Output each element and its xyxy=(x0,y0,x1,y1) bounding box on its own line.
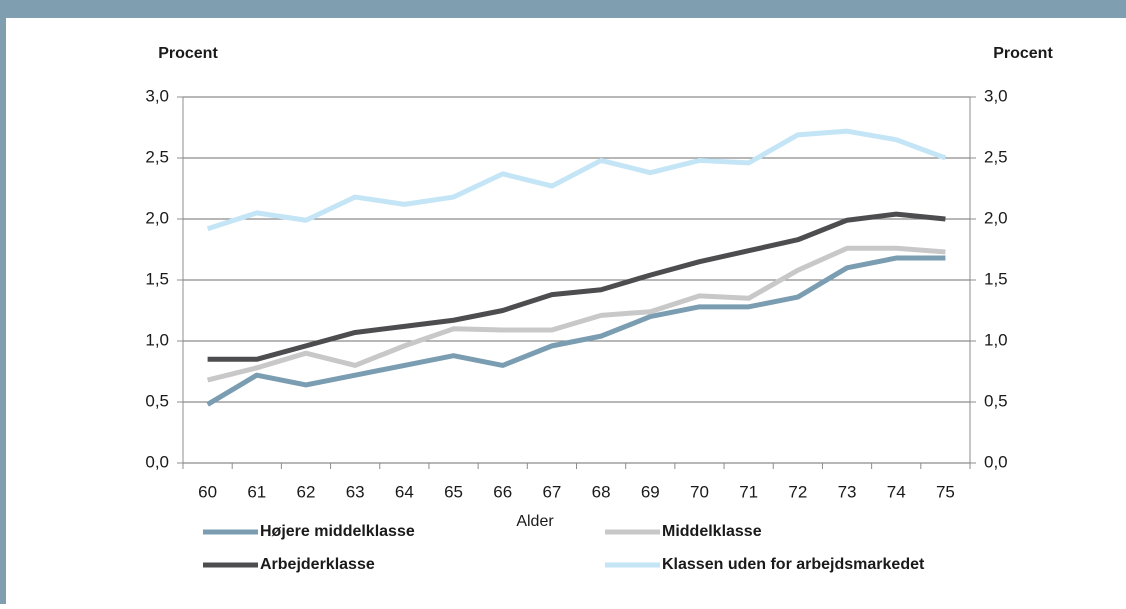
y2-tick-label: 1,5 xyxy=(984,269,1008,288)
x-tick-label: 60 xyxy=(198,482,217,501)
x-tick-label: 66 xyxy=(493,482,512,501)
y-tick-label: 2,0 xyxy=(145,208,169,227)
x-tick-label: 63 xyxy=(346,482,365,501)
y2-tick-label: 1,0 xyxy=(984,330,1008,349)
x-tick-label: 69 xyxy=(641,482,660,501)
series-line xyxy=(206,255,946,407)
header-bar xyxy=(0,0,1126,18)
y-tick-label: 3,0 xyxy=(145,86,169,105)
x-tick-label: 68 xyxy=(592,482,611,501)
y-tick-label: 0,5 xyxy=(145,391,169,410)
x-tick-label: 64 xyxy=(395,482,414,501)
series-line xyxy=(207,211,946,362)
y2-tick-label: 2,0 xyxy=(984,208,1008,227)
y2-tick-label: 2,5 xyxy=(984,147,1008,166)
x-tick-label: 74 xyxy=(887,482,906,501)
x-axis-label: Alder xyxy=(516,513,554,530)
legend-label: Arbejderklasse xyxy=(260,556,375,573)
y-tick-label: 2,5 xyxy=(145,147,169,166)
left-border xyxy=(0,0,6,604)
x-tick-label: 73 xyxy=(838,482,857,501)
y-tick-label: 1,0 xyxy=(145,330,169,349)
series-line xyxy=(206,245,946,383)
x-tick-label: 62 xyxy=(297,482,316,501)
x-tick-label: 75 xyxy=(936,482,955,501)
x-tick-label: 67 xyxy=(542,482,561,501)
y2-tick-label: 3,0 xyxy=(984,86,1008,105)
y2-axis-label: Procent xyxy=(993,45,1053,62)
series-line xyxy=(206,128,947,232)
x-tick-label: 65 xyxy=(444,482,463,501)
y-axis-label: Procent xyxy=(158,45,218,62)
x-tick-label: 71 xyxy=(739,482,758,501)
x-tick-label: 72 xyxy=(788,482,807,501)
y2-tick-label: 0,5 xyxy=(984,391,1008,410)
legend-label: Højere middelklasse xyxy=(260,523,415,540)
legend-label: Middelklasse xyxy=(662,523,762,540)
x-tick-label: 70 xyxy=(690,482,709,501)
legend-label: Klassen uden for arbejdsmarkedet xyxy=(662,556,925,573)
y-tick-label: 0,0 xyxy=(145,452,169,471)
y2-tick-label: 0,0 xyxy=(984,452,1008,471)
x-tick-label: 61 xyxy=(247,482,266,501)
y-tick-label: 1,5 xyxy=(145,269,169,288)
